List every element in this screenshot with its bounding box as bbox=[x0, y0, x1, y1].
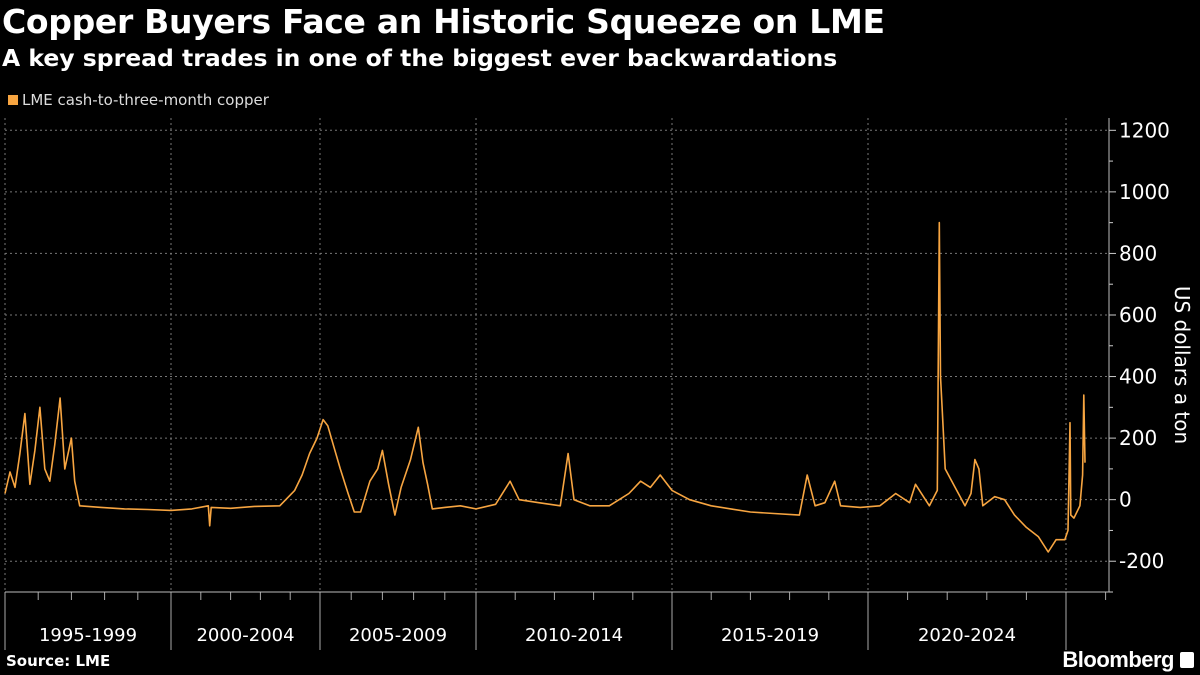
legend-swatch bbox=[8, 95, 18, 105]
x-tick-label: 2020-2024 bbox=[918, 625, 1016, 646]
x-tick-label: 2015-2019 bbox=[721, 625, 819, 646]
legend: LME cash-to-three-month copper bbox=[8, 91, 269, 109]
chart-subtitle: A key spread trades in one of the bigges… bbox=[2, 44, 838, 72]
y-tick-label: 0 bbox=[1119, 488, 1132, 512]
x-tick-label: 2010-2014 bbox=[525, 625, 623, 646]
y-tick-label: 400 bbox=[1119, 365, 1157, 389]
legend-label: LME cash-to-three-month copper bbox=[22, 91, 269, 109]
bloomberg-chart-icon bbox=[1180, 652, 1194, 668]
series-line bbox=[4, 221, 1086, 553]
y-tick-label: 800 bbox=[1119, 241, 1157, 265]
y-tick-label: 600 bbox=[1119, 303, 1157, 327]
brand-name: Bloomberg bbox=[1062, 647, 1174, 672]
y-tick-label: 1000 bbox=[1119, 180, 1170, 204]
y-tick-label: 200 bbox=[1119, 426, 1157, 450]
y-tick-label: -200 bbox=[1119, 549, 1164, 573]
x-tick-label: 1995-1999 bbox=[39, 625, 137, 646]
bloomberg-logo: Bloomberg bbox=[1062, 647, 1194, 673]
source-note: Source: LME bbox=[6, 652, 111, 670]
x-tick-label: 2005-2009 bbox=[349, 625, 447, 646]
x-tick-label: 2000-2004 bbox=[196, 625, 294, 646]
y-tick-label: 1200 bbox=[1119, 118, 1170, 142]
chart-title: Copper Buyers Face an Historic Squeeze o… bbox=[2, 2, 885, 41]
y-axis-label: US dollars a ton bbox=[1170, 286, 1194, 444]
